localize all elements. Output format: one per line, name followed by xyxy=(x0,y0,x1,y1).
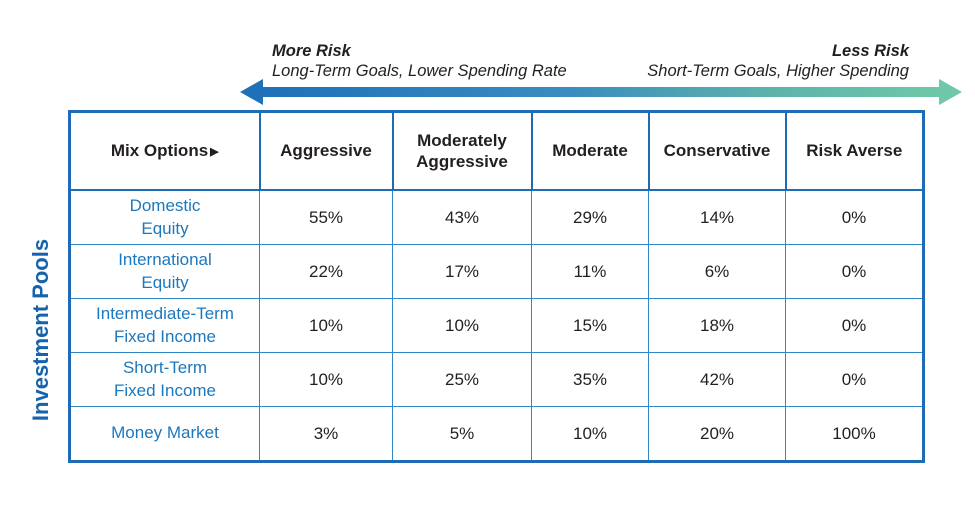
allocation-cell: 5% xyxy=(392,406,532,462)
less-risk-title: Less Risk xyxy=(831,42,909,60)
allocation-cell: 35% xyxy=(531,352,649,407)
allocation-cell: 0% xyxy=(785,244,924,299)
pool-label: Intermediate-Term Fixed Income xyxy=(69,298,260,353)
allocation-cell: 42% xyxy=(648,352,786,407)
table-row-money-market: Money Market 3% 5% 10% 20% 100% xyxy=(69,406,924,462)
allocation-cell: 11% xyxy=(531,244,649,299)
table-row-intermediate-term-fixed-income: Intermediate-Term Fixed Income 10% 10% 1… xyxy=(69,298,924,353)
allocation-cell: 10% xyxy=(392,298,532,353)
arrow-left-icon xyxy=(240,79,263,105)
investment-pools-axis-label: Investment Pools xyxy=(28,238,53,422)
more-risk-subtitle: Long-Term Goals, Lower Spending Rate xyxy=(272,62,567,81)
allocation-cell: 15% xyxy=(531,298,649,353)
allocation-cell: 10% xyxy=(259,298,393,353)
less-risk-subtitle: Short-Term Goals, Higher Spending xyxy=(647,62,909,81)
column-header-moderately-aggressive: Moderately Aggressive xyxy=(391,110,533,191)
column-header-moderate: Moderate xyxy=(530,110,650,191)
pool-label: Domestic Equity xyxy=(69,189,260,245)
header-row: Mix Options ▶ Aggressive Moderately Aggre… xyxy=(68,110,925,191)
more-risk-title: More Risk xyxy=(272,42,351,60)
column-header-aggressive: Aggressive xyxy=(258,110,394,191)
allocation-cell: 25% xyxy=(392,352,532,407)
allocation-cell: 6% xyxy=(648,244,786,299)
column-header-mix-options: Mix Options ▶ xyxy=(68,110,261,191)
column-header-conservative: Conservative xyxy=(647,110,787,191)
pool-label: Short-Term Fixed Income xyxy=(69,352,260,407)
column-header-risk-averse: Risk Averse xyxy=(784,110,925,191)
allocation-cell: 29% xyxy=(531,189,649,245)
allocation-cell: 10% xyxy=(531,406,649,462)
mix-options-label: Mix Options xyxy=(110,141,209,161)
arrow-gradient-shaft xyxy=(263,87,939,97)
allocation-cell: 17% xyxy=(392,244,532,299)
allocation-cell: 10% xyxy=(259,352,393,407)
allocation-cell: 55% xyxy=(259,189,393,245)
pool-label: International Equity xyxy=(69,244,260,299)
allocation-cell: 20% xyxy=(648,406,786,462)
allocation-cell: 43% xyxy=(392,189,532,245)
allocation-cell: 3% xyxy=(259,406,393,462)
allocation-cell: 22% xyxy=(259,244,393,299)
allocation-cell: 0% xyxy=(785,298,924,353)
allocation-cell: 100% xyxy=(785,406,924,462)
pool-label: Money Market xyxy=(69,406,260,462)
table-row-international-equity: International Equity 22% 17% 11% 6% 0% xyxy=(69,244,924,299)
less-risk-label: Less Risk Short-Term Goals, Higher Spend… xyxy=(647,41,909,81)
allocation-cell: 0% xyxy=(785,189,924,245)
right-triangle-icon: ▶ xyxy=(210,146,219,159)
allocation-cell: 0% xyxy=(785,352,924,407)
allocation-table: Mix Options ▶ Aggressive Moderately Aggre… xyxy=(68,110,925,463)
allocation-cell: 18% xyxy=(648,298,786,353)
table-row-domestic-equity: Domestic Equity 55% 43% 29% 14% 0% xyxy=(69,189,924,245)
table-row-short-term-fixed-income: Short-Term Fixed Income 10% 25% 35% 42% … xyxy=(69,352,924,407)
risk-spectrum-arrow xyxy=(240,79,962,105)
more-risk-label: More Risk Long-Term Goals, Lower Spendin… xyxy=(272,41,567,81)
allocation-cell: 14% xyxy=(648,189,786,245)
arrow-right-icon xyxy=(939,79,962,105)
